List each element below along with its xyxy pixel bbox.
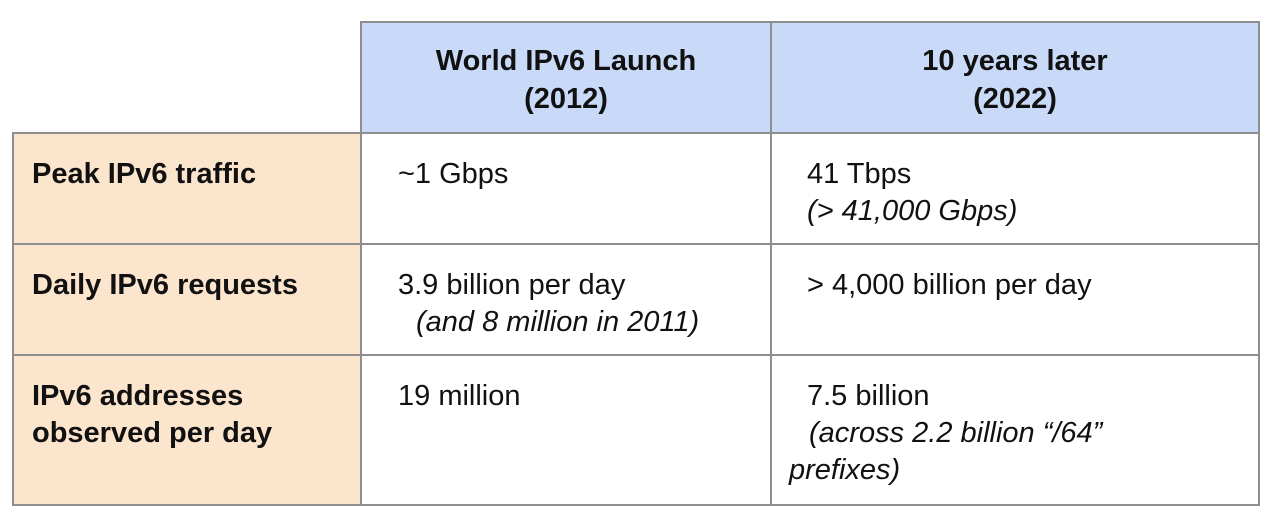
cell-value: ~1 Gbps xyxy=(398,158,509,190)
cell-value: 19 million xyxy=(398,380,521,412)
cell-addresses-2022: 7.5 billion (across 2.2 billion “/64” pr… xyxy=(770,354,1260,506)
header-2022-year: (2022) xyxy=(973,83,1057,115)
row-label: Daily IPv6 requests xyxy=(32,269,298,301)
cell-note: (and 8 million in 2011) xyxy=(416,306,700,338)
cell-note-line2: prefixes) xyxy=(789,454,901,486)
cell-value: 3.9 billion per day xyxy=(398,269,626,301)
cell-value: > 4,000 billion per day xyxy=(807,269,1092,301)
row-header-peak-traffic: Peak IPv6 traffic xyxy=(12,132,362,245)
row-label-line1: IPv6 addresses xyxy=(32,380,244,412)
header-2012: World IPv6 Launch (2012) xyxy=(360,21,772,134)
header-2012-title: World IPv6 Launch xyxy=(435,45,697,77)
cell-value: 7.5 billion xyxy=(807,380,930,412)
cell-peak-traffic-2012: ~1 Gbps xyxy=(360,132,772,245)
cell-value: 41 Tbps xyxy=(807,158,912,190)
row-label: Peak IPv6 traffic xyxy=(32,158,257,190)
row-header-daily-requests: Daily IPv6 requests xyxy=(12,243,362,356)
cell-peak-traffic-2022: 41 Tbps (> 41,000 Gbps) xyxy=(770,132,1260,245)
cell-note: (> 41,000 Gbps) xyxy=(807,195,1018,227)
row-header-addresses-observed: IPv6 addresses observed per day xyxy=(12,354,362,506)
header-2012-year: (2012) xyxy=(524,83,608,115)
cell-daily-requests-2022: > 4,000 billion per day xyxy=(770,243,1260,356)
header-2022-title: 10 years later xyxy=(922,45,1108,77)
cell-daily-requests-2012: 3.9 billion per day (and 8 million in 20… xyxy=(360,243,772,356)
header-2022: 10 years later (2022) xyxy=(770,21,1260,134)
cell-note-line1: (across 2.2 billion “/64” xyxy=(809,417,1103,449)
row-label-line2: observed per day xyxy=(32,417,273,449)
cell-addresses-2012: 19 million xyxy=(360,354,772,506)
